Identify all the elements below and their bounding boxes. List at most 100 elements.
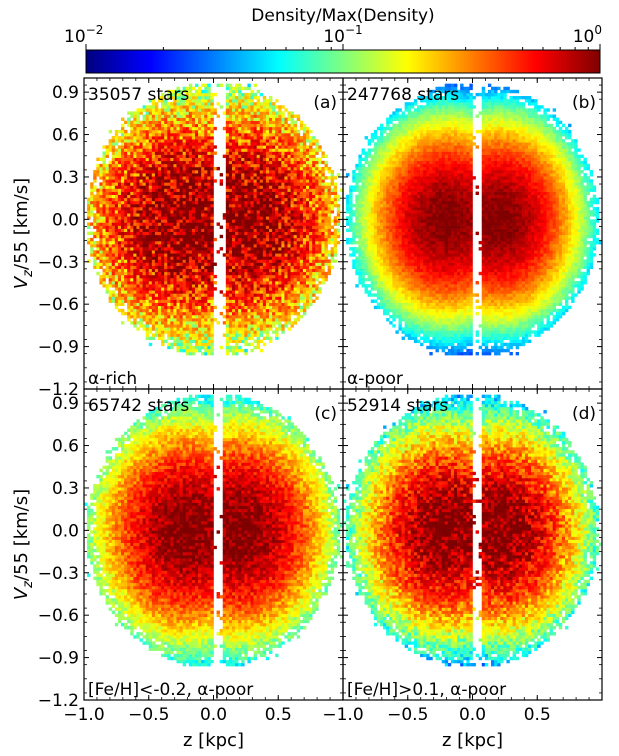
density-cell: [167, 290, 171, 294]
density-cell: [219, 173, 224, 177]
density-cell: [117, 225, 122, 229]
density-cell: [333, 182, 338, 186]
density-cell: [207, 114, 211, 118]
density-cell: [275, 126, 279, 131]
density-cell: [142, 182, 146, 186]
density-cell: [265, 170, 270, 174]
density-cell: [139, 247, 143, 251]
density-cell: [232, 207, 236, 211]
density-cell: [219, 182, 224, 186]
density-cell: [293, 253, 298, 257]
density-cell: [136, 268, 140, 273]
density-cell: [90, 237, 94, 242]
density-cell: [241, 139, 245, 143]
density-cell: [309, 145, 313, 149]
density-cell: [176, 244, 180, 248]
density-cell: [272, 302, 276, 307]
density-cell: [130, 154, 134, 158]
density-cell: [287, 139, 291, 143]
density-cell: [161, 148, 165, 152]
density-cell: [204, 345, 208, 350]
density-cell: [238, 240, 242, 245]
density-cell: [321, 179, 325, 183]
density-cell: [312, 213, 316, 217]
density-cell: [318, 274, 322, 279]
density-cell: [284, 142, 288, 146]
density-cell: [154, 117, 159, 121]
density-cell: [124, 185, 128, 189]
density-cell: [312, 139, 316, 143]
density-cell: [170, 253, 174, 257]
density-cell: [247, 170, 251, 174]
density-cell: [204, 166, 208, 171]
density-cell: [225, 120, 230, 125]
density-cell: [225, 256, 230, 260]
density-cell: [225, 200, 230, 205]
density-cell: [293, 311, 298, 316]
density-cell: [210, 330, 214, 334]
density-cell: [204, 151, 208, 155]
density-cell: [262, 234, 267, 239]
density-cell: [198, 293, 202, 297]
density-cell: [173, 324, 177, 328]
density-cell: [235, 123, 239, 128]
density-cell: [281, 151, 285, 155]
density-cell: [259, 274, 264, 279]
density-cell: [170, 157, 174, 162]
density-cell: [250, 160, 254, 165]
density-cell: [136, 157, 140, 162]
density-cell: [232, 336, 236, 340]
density-cell: [105, 207, 109, 211]
density-cell: [327, 271, 331, 276]
density-cell: [269, 151, 273, 155]
density-cell: [154, 299, 159, 303]
density-cell: [259, 176, 264, 180]
density-cell: [148, 274, 153, 279]
density-cell: [142, 240, 146, 245]
density-cell: [278, 145, 282, 149]
density-cell: [247, 120, 251, 125]
density-cell: [127, 302, 131, 307]
density-cell: [250, 148, 254, 152]
density-cell: [188, 253, 193, 257]
density-cell: [290, 210, 294, 214]
density-cell: [262, 296, 267, 300]
density-cell: [201, 253, 205, 257]
density-cell: [244, 342, 248, 347]
density-cell: [145, 123, 150, 128]
density-cell: [241, 311, 245, 316]
density-cell: [290, 240, 294, 245]
density-cell: [105, 145, 109, 149]
density-cell: [117, 250, 122, 254]
density-cell: [293, 126, 298, 131]
density-cell: [148, 182, 153, 186]
density-cell: [127, 219, 131, 223]
density-cell: [318, 179, 322, 183]
density-cell: [133, 265, 137, 270]
density-cell: [198, 324, 202, 328]
density-cell: [148, 240, 153, 245]
density-cell: [228, 333, 233, 337]
density-cell: [158, 160, 162, 165]
density-cell: [87, 216, 91, 220]
density-cell: [111, 247, 116, 251]
density-cell: [114, 191, 119, 195]
density-cell: [269, 311, 273, 316]
density-cell: [195, 247, 199, 251]
density-cell: [127, 197, 131, 202]
density-cell: [195, 197, 199, 202]
density-cell: [158, 117, 162, 121]
density-cell: [133, 176, 137, 180]
density-cell: [253, 333, 257, 337]
density-cell: [259, 222, 264, 226]
density-cell: [127, 120, 131, 125]
density-cell: [238, 318, 242, 322]
density-cell: [139, 324, 143, 328]
density-cell: [145, 179, 150, 183]
density-cell: [241, 176, 245, 180]
density-cell: [256, 336, 261, 340]
density-cell: [293, 281, 298, 285]
density-cell: [306, 265, 310, 270]
density-cell: [235, 342, 239, 347]
density-cell: [315, 222, 319, 226]
